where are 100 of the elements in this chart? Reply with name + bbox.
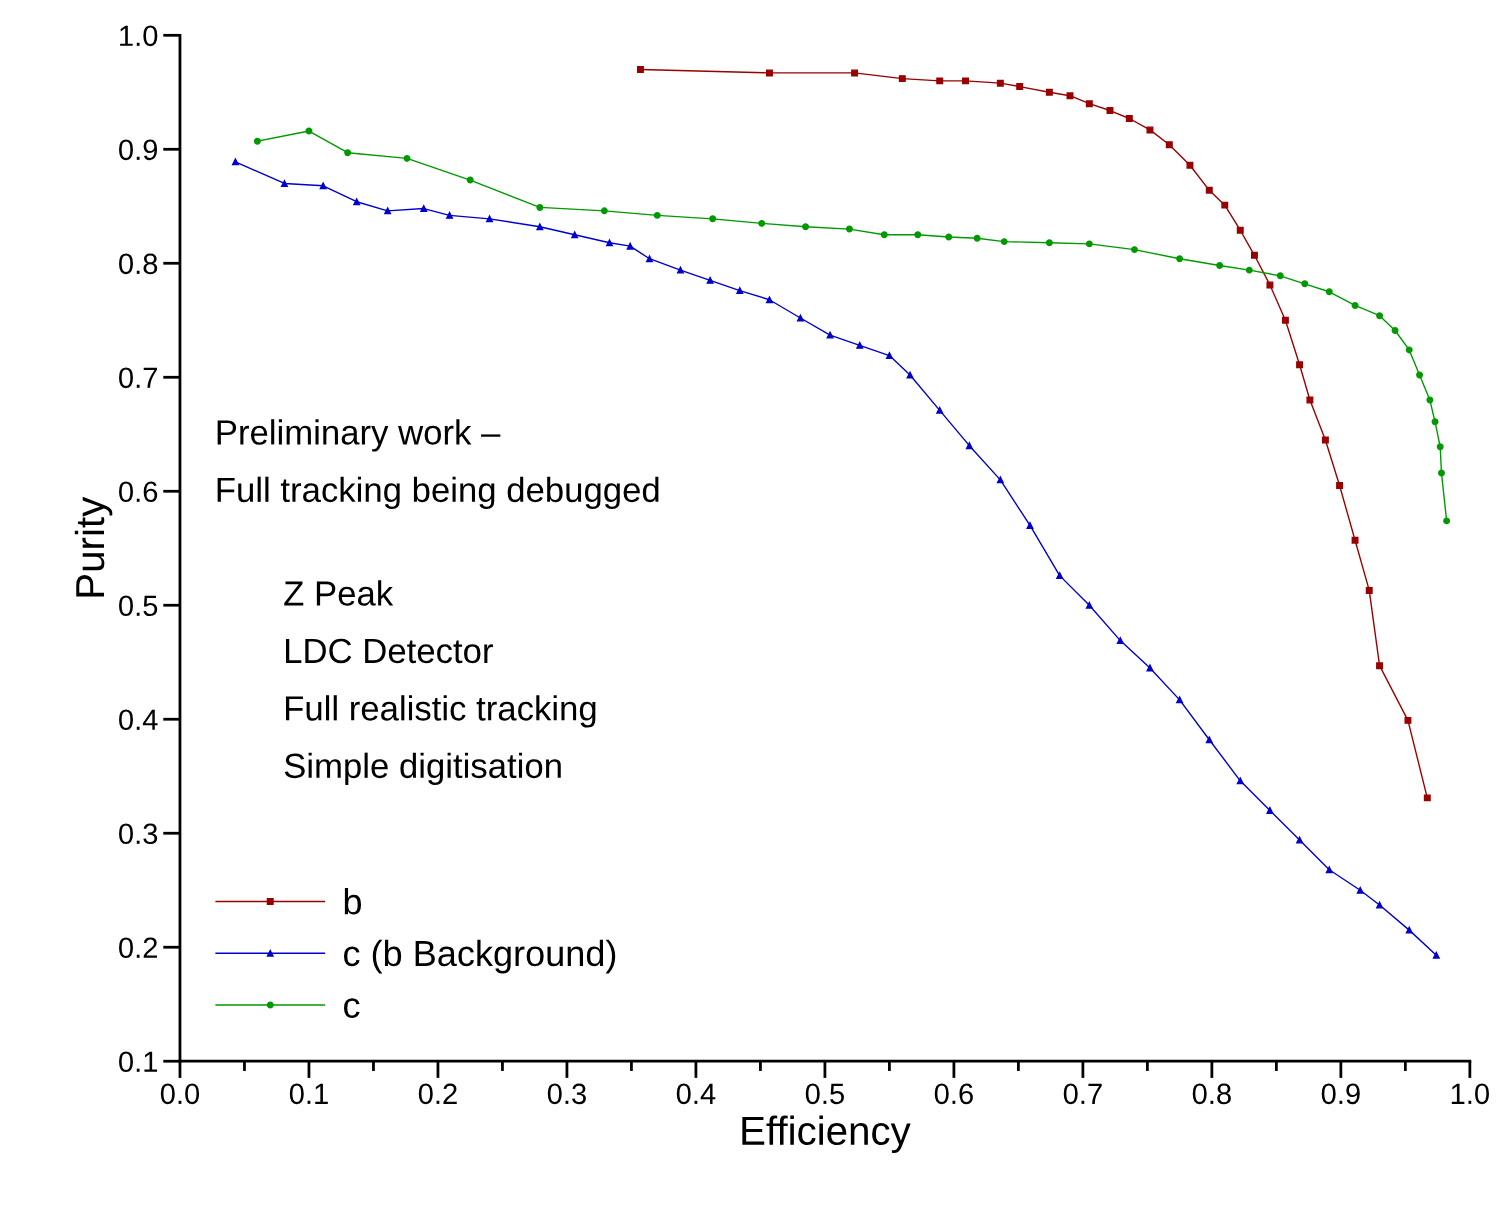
point	[1325, 288, 1333, 296]
point	[851, 69, 859, 77]
point	[1186, 161, 1194, 169]
point	[709, 215, 717, 223]
point	[486, 215, 494, 223]
point	[1405, 926, 1413, 934]
point	[1296, 836, 1304, 844]
point	[1276, 272, 1284, 280]
point	[1281, 316, 1289, 324]
point	[1116, 637, 1124, 645]
point	[1321, 436, 1329, 444]
point	[1443, 517, 1451, 525]
point	[758, 219, 766, 227]
point	[914, 231, 922, 239]
point	[606, 239, 613, 247]
point	[536, 203, 544, 211]
point	[1266, 281, 1274, 289]
point	[1376, 901, 1384, 909]
point	[1437, 469, 1445, 477]
annotation: Preliminary work –	[217, 419, 501, 452]
point	[1221, 201, 1229, 209]
point	[253, 137, 261, 145]
annotation: Simple digitisation	[284, 752, 561, 786]
point	[403, 154, 411, 162]
point	[1045, 239, 1053, 247]
x-tick-label: 0.2	[418, 1083, 457, 1105]
point	[1404, 716, 1412, 724]
point	[1306, 396, 1314, 404]
annotation: Full realistic tracking	[286, 695, 596, 728]
point	[898, 75, 906, 83]
point	[536, 223, 544, 231]
point	[1351, 301, 1359, 309]
annotation: LDC Detector	[286, 638, 493, 664]
point	[1056, 572, 1064, 580]
point	[1405, 346, 1413, 354]
y-tick-label: 0.6	[119, 481, 158, 503]
point	[1245, 266, 1253, 274]
y-tick-label: 1.0	[120, 25, 158, 47]
point	[945, 233, 953, 241]
y-tick-label: 0.5	[119, 595, 158, 617]
point	[856, 341, 864, 349]
point	[1376, 662, 1384, 670]
point	[885, 352, 893, 360]
point	[1266, 806, 1274, 814]
x-tick-label: 0.0	[160, 1083, 200, 1105]
point	[1391, 327, 1399, 335]
legend-label: b	[344, 888, 362, 915]
point	[1026, 521, 1034, 529]
point	[973, 234, 981, 242]
point	[1176, 255, 1184, 263]
point	[996, 476, 1004, 484]
point	[1351, 536, 1359, 544]
point	[1432, 951, 1440, 959]
annotation: Full tracking being debugged	[217, 476, 659, 510]
x-tick-label: 0.6	[934, 1083, 973, 1105]
point	[571, 231, 579, 239]
point	[936, 406, 944, 414]
point	[1426, 396, 1434, 404]
point	[1205, 736, 1213, 744]
point	[1365, 586, 1373, 594]
point	[1325, 866, 1333, 874]
point	[736, 287, 744, 295]
point	[1236, 226, 1244, 234]
point	[1176, 696, 1184, 704]
x-tick-label: 0.5	[805, 1083, 844, 1105]
x-tick-label: 0.9	[1321, 1083, 1360, 1105]
point	[845, 225, 853, 233]
point	[1000, 238, 1008, 246]
x-tick-label: 0.1	[289, 1083, 328, 1105]
point	[936, 77, 944, 85]
point	[880, 231, 888, 239]
point	[1205, 186, 1213, 194]
point	[1376, 312, 1384, 320]
point	[676, 266, 684, 274]
y-tick-label: 0.2	[119, 937, 157, 959]
point	[1066, 92, 1074, 100]
point	[1165, 141, 1173, 149]
y-tick-label: 0.8	[119, 253, 158, 275]
point	[384, 207, 392, 215]
point	[802, 223, 810, 231]
point	[1436, 443, 1444, 451]
point	[1236, 777, 1244, 785]
x-tick-label: 1.0	[1451, 1083, 1489, 1105]
point	[1423, 794, 1431, 802]
point	[646, 255, 653, 263]
y-tick-label: 0.4	[119, 709, 158, 731]
point	[653, 211, 661, 219]
point	[796, 314, 804, 322]
point	[765, 69, 773, 77]
point	[305, 127, 313, 135]
point	[231, 158, 239, 166]
x-tick-label: 0.8	[1192, 1083, 1231, 1105]
legend-label: c	[344, 998, 360, 1018]
y-tick-label: 0.3	[119, 823, 158, 845]
point	[626, 242, 634, 250]
point	[1250, 251, 1258, 259]
point	[1356, 886, 1364, 894]
point	[1431, 418, 1439, 426]
point	[420, 205, 428, 213]
point	[466, 176, 474, 184]
